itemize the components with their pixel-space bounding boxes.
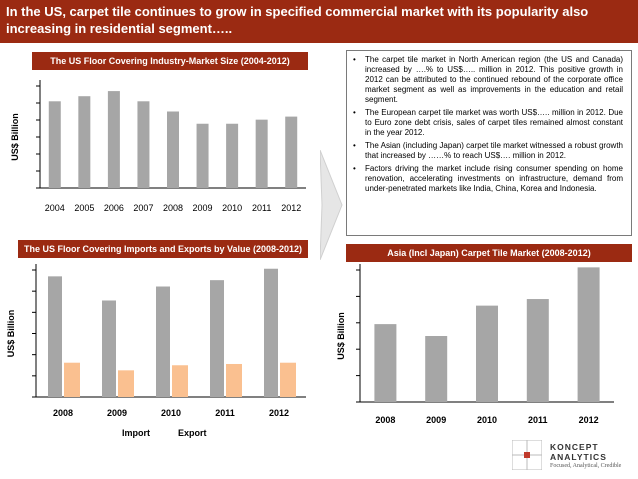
bullet-marker: •: [353, 108, 356, 117]
y-axis-label: US$ Billion: [6, 310, 16, 358]
x-tick-label: 2010: [161, 408, 181, 418]
data-bar: [577, 267, 600, 402]
export-bar: [64, 362, 80, 397]
logo-name-line1: KONCEPT: [550, 442, 599, 452]
x-tick-label: 2009: [426, 415, 446, 425]
insight-text: The carpet tile market in North American…: [365, 55, 623, 104]
data-bar: [285, 116, 298, 188]
koncept-analytics-logo: KONCEPT ANALYTICS Focused, Analytical, C…: [512, 438, 634, 476]
bullet-marker: •: [353, 55, 356, 64]
import-bar: [210, 280, 224, 397]
data-bar: [167, 111, 179, 188]
insight-text: Factors driving the market include risin…: [365, 164, 623, 193]
export-bar: [172, 365, 188, 397]
export-bar: [118, 370, 134, 397]
x-tick-label: 2011: [528, 415, 548, 425]
import-bar: [48, 276, 62, 397]
bullet-marker: •: [353, 141, 356, 150]
x-tick-label: 2010: [477, 415, 497, 425]
y-axis-label: US$ Billion: [10, 113, 20, 161]
data-bar: [255, 119, 268, 188]
x-tick-label: 2008: [53, 408, 73, 418]
data-bar: [48, 101, 61, 188]
data-bar: [226, 123, 239, 188]
asia-chart-title: Asia (Incl Japan) Carpet Tile Market (20…: [346, 244, 632, 262]
x-tick-label: 2012: [269, 408, 289, 418]
x-tick-label: 2011: [252, 203, 271, 213]
floor-size-chart-title: The US Floor Covering Industry-Market Si…: [32, 52, 308, 70]
insight-text: The European carpet tile market was wort…: [365, 108, 623, 137]
x-tick-label: 2006: [104, 203, 124, 213]
divider-arrow: [320, 150, 343, 260]
insight-item: • The Asian (including Japan) carpet tile…: [353, 141, 623, 161]
import-bar: [102, 300, 116, 397]
data-bar: [78, 96, 91, 188]
logo-mark-icon: [512, 440, 542, 470]
x-tick-label: 2007: [133, 203, 153, 213]
x-tick-label: 2008: [375, 415, 395, 425]
legend-export: Export: [178, 428, 207, 438]
data-bar: [107, 91, 120, 188]
export-bar: [280, 362, 296, 397]
data-bar: [374, 324, 397, 402]
insight-list: • The carpet tile market in North America…: [353, 55, 623, 194]
logo-tagline: Focused, Analytical, Credible: [550, 463, 622, 469]
insight-item: • Factors driving the market include risi…: [353, 164, 623, 194]
x-tick-label: 2009: [107, 408, 127, 418]
x-tick-label: 2009: [193, 203, 213, 213]
bullet-marker: •: [353, 164, 356, 173]
legend-import: Import: [122, 428, 150, 438]
x-tick-label: 2011: [215, 408, 235, 418]
insight-text: The Asian (including Japan) carpet tile …: [365, 141, 623, 160]
logo-name-line2: ANALYTICS: [550, 452, 607, 462]
imports-exports-chart-title: The US Floor Covering Imports and Export…: [18, 240, 308, 258]
export-bar: [226, 363, 242, 397]
data-bar: [476, 305, 498, 402]
x-tick-label: 2008: [163, 203, 183, 213]
y-axis-label: US$ Billion: [336, 312, 346, 360]
arrow-shape: [320, 150, 343, 260]
x-tick-label: 2005: [74, 203, 94, 213]
x-tick-label: 2012: [579, 415, 599, 425]
logo-name: KONCEPT ANALYTICS: [550, 442, 607, 462]
import-bar: [156, 286, 170, 397]
x-tick-label: 2004: [45, 203, 65, 213]
data-bar: [196, 123, 209, 188]
data-bar: [425, 336, 448, 402]
header-banner: In the US, carpet tile continues to grow…: [0, 0, 638, 43]
key-insights-box: • The carpet tile market in North America…: [346, 50, 632, 236]
insight-item: • The carpet tile market in North America…: [353, 55, 623, 105]
x-tick-label: 2012: [281, 203, 301, 213]
data-bar: [526, 299, 549, 402]
data-bar: [137, 101, 150, 188]
x-tick-label: 2010: [222, 203, 242, 213]
page-title: In the US, carpet tile continues to grow…: [6, 4, 589, 36]
import-bar: [264, 268, 278, 397]
insight-item: • The European carpet tile market was wor…: [353, 108, 623, 138]
